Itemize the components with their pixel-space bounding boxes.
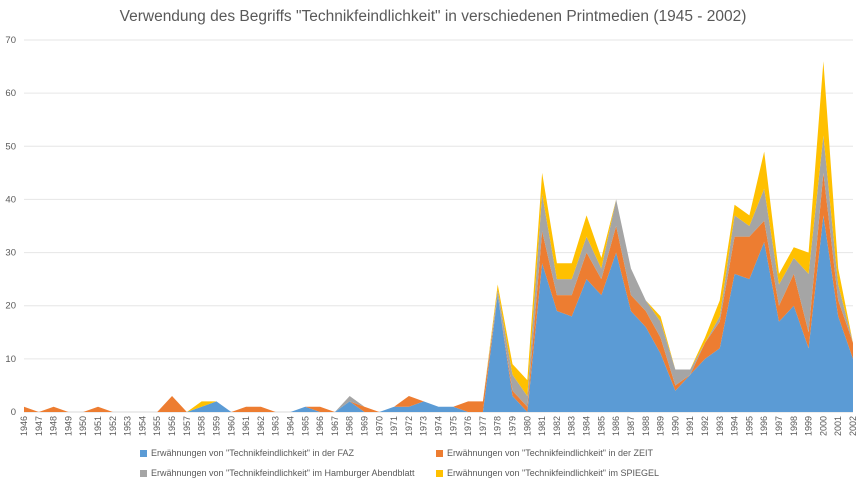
x-tick-label: 1952 [108,416,118,436]
x-tick-label: 1947 [34,416,44,436]
x-tick-label: 1999 [804,416,814,436]
legend-item-faz: Erwähnungen von "Technikfeindlichkeit" i… [140,448,354,458]
x-tick-label: 1964 [285,416,295,436]
x-tick-label: 1958 [197,416,207,436]
x-tick-label: 1962 [256,416,266,436]
y-tick-label: 70 [5,35,16,46]
x-tick-label: 1955 [152,416,162,436]
x-tick-label: 1956 [167,416,177,436]
x-tick-label: 1961 [241,416,251,436]
legend-label-spiegel: Erwähnungen von "Technikfeindlichkeit" i… [447,468,660,478]
x-tick-label: 1992 [700,416,710,436]
legend-item-abendblatt: Erwähnungen von "Technikfeindlichkeit" i… [140,468,415,478]
x-tick-label: 1988 [641,416,651,436]
x-tick-label: 1994 [730,416,740,436]
x-tick-label: 2000 [818,416,828,436]
legend-label-faz: Erwähnungen von "Technikfeindlichkeit" i… [151,448,355,458]
legend-label-abendblatt: Erwähnungen von "Technikfeindlichkeit" i… [151,468,415,478]
x-tick-label: 1963 [271,416,281,436]
x-tick-label: 1969 [359,416,369,436]
x-tick-label: 1975 [448,416,458,436]
y-tick-label: 60 [5,88,16,99]
x-tick-label: 1977 [478,416,488,436]
x-tick-label: 1978 [493,416,503,436]
y-tick-label: 40 [5,194,16,205]
x-tick-label: 1948 [49,416,59,436]
x-tick-label: 1996 [759,416,769,436]
x-tick-label: 1967 [330,416,340,436]
x-tick-label: 1976 [463,416,473,436]
x-tick-label: 1954 [137,416,147,436]
x-tick-label: 1960 [226,416,236,436]
x-tick-label: 1957 [182,416,192,436]
legend-label-zeit: Erwähnungen von "Technikfeindlichkeit" i… [447,448,653,458]
x-tick-label: 1950 [78,416,88,436]
x-tick-label: 1987 [626,416,636,436]
y-tick-label: 30 [5,248,16,259]
x-tick-label: 1968 [345,416,355,436]
x-tick-label: 1990 [670,416,680,436]
x-tick-label: 1995 [744,416,754,436]
area-series-0 [24,215,853,412]
y-tick-label: 50 [5,141,16,152]
x-tick-label: 1959 [211,416,221,436]
x-tick-label: 1979 [508,416,518,436]
x-tick-label: 1965 [300,416,310,436]
legend-item-spiegel: Erwähnungen von "Technikfeindlichkeit" i… [436,468,659,478]
x-tick-label: 1998 [789,416,799,436]
x-tick-label: 1981 [537,416,547,436]
y-tick-label: 0 [11,407,16,418]
x-tick-label: 1993 [715,416,725,436]
legend-swatch-abendblatt [140,469,147,477]
x-tick-label: 1991 [685,416,695,436]
x-tick-label: 2001 [833,416,843,436]
x-tick-label: 1997 [774,416,784,436]
x-tick-label: 1982 [552,416,562,436]
x-tick-label: 1946 [19,416,29,436]
x-tick-label: 1985 [596,416,606,436]
x-tick-label: 1966 [315,416,325,436]
x-tick-label: 1951 [93,416,103,436]
x-tick-label: 1972 [404,416,414,436]
legend-swatch-spiegel [436,469,443,477]
legend-swatch-zeit [436,449,443,457]
area-series-group [24,61,853,412]
x-tick-label: 2002 [848,416,858,436]
y-tick-label: 20 [5,301,16,312]
chart-title: Verwendung des Begriffs "Technikfeindlic… [119,8,747,25]
x-tick-label: 1983 [567,416,577,436]
x-tick-label: 1971 [389,416,399,436]
x-tick-label: 1970 [374,416,384,436]
x-tick-label: 1984 [582,416,592,436]
y-tick-label: 10 [5,354,16,365]
axis-group: 0 10 20 30 40 50 60 70 1946 1947 1948 1949 1950 1951 1… [5,35,858,436]
x-tick-label: 1986 [611,416,621,436]
x-tick-label: 1953 [123,416,133,436]
x-tick-label: 1973 [419,416,429,436]
legend-swatch-faz [140,449,147,457]
x-tick-label: 1974 [434,416,444,436]
x-tick-label: 1980 [522,416,532,436]
x-tick-label: 1989 [656,416,666,436]
x-tick-label: 1949 [63,416,73,436]
legend-item-zeit: Erwähnungen von "Technikfeindlichkeit" i… [436,448,653,458]
